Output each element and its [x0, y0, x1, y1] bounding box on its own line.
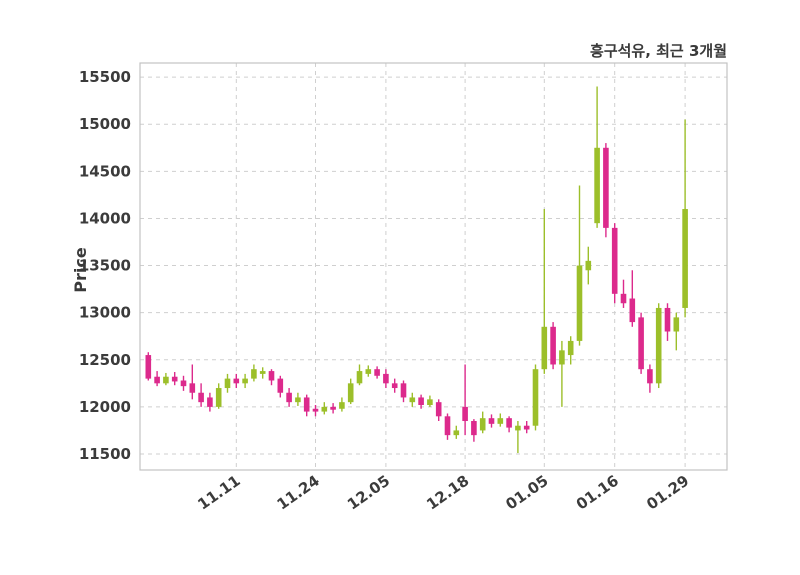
candle-body — [655, 307, 662, 384]
candle-body — [647, 369, 653, 384]
candle-body — [356, 371, 363, 384]
candle-body — [391, 383, 398, 389]
candle-body — [163, 376, 169, 384]
candle-body — [207, 397, 213, 407]
candle-body — [347, 383, 354, 403]
y-tick-label: 15500 — [79, 68, 131, 86]
candle-body — [523, 425, 530, 430]
candle-body — [154, 376, 160, 384]
candle-body — [339, 402, 345, 409]
candle-body — [506, 418, 512, 428]
candle-body — [303, 397, 310, 412]
x-tick-label: 12.18 — [423, 472, 472, 514]
candle-body — [435, 402, 442, 417]
plot-border — [139, 62, 728, 471]
candle-body — [559, 350, 565, 365]
candle-body — [471, 421, 477, 436]
candle-body — [611, 227, 618, 294]
x-tick-label: 12.05 — [344, 472, 393, 514]
candle-body — [479, 418, 486, 431]
x-tick-label: 01.16 — [573, 472, 622, 514]
candle-body — [321, 406, 328, 412]
candle-body — [295, 397, 301, 403]
candle-body — [224, 378, 231, 389]
candle-body — [383, 373, 389, 384]
candle-body — [312, 408, 319, 412]
candle-body — [576, 265, 583, 341]
x-tick-label: 01.29 — [643, 472, 692, 514]
candle-body — [488, 418, 495, 424]
y-tick-label: 13000 — [79, 304, 131, 322]
candle-body — [145, 355, 152, 379]
candle-body — [409, 397, 416, 403]
candle-body — [629, 298, 636, 323]
candle-body — [541, 326, 548, 370]
candle-body — [444, 416, 451, 436]
candle-body — [620, 293, 627, 304]
y-tick-label: 15000 — [79, 115, 131, 133]
candle-body — [567, 340, 574, 356]
candle-body — [453, 430, 460, 436]
candle-body — [418, 397, 424, 405]
candle-body — [189, 383, 196, 393]
y-tick-label: 14500 — [79, 162, 131, 180]
y-tick-label: 12000 — [79, 398, 131, 416]
candle-body — [215, 388, 222, 407]
y-tick-label: 13500 — [79, 257, 131, 275]
y-tick-label: 12500 — [79, 351, 131, 369]
candle-body — [532, 369, 539, 426]
candle-body — [638, 317, 644, 370]
candle-body — [268, 371, 275, 381]
candle-body — [251, 369, 257, 379]
candle-body — [400, 383, 407, 398]
candle-body — [198, 392, 204, 403]
y-tick-label: 14000 — [79, 209, 131, 227]
candle-body — [682, 209, 688, 308]
candle-body — [233, 378, 240, 384]
candle-body — [171, 376, 178, 382]
candle-body — [594, 147, 600, 224]
candle-body — [515, 425, 521, 431]
x-tick-label: 01.05 — [502, 472, 551, 514]
candle-body — [259, 371, 266, 374]
candle-body — [374, 369, 380, 376]
candle-body — [330, 406, 336, 410]
x-tick-label: 11.11 — [194, 472, 243, 514]
y-axis-label: Price — [71, 247, 90, 293]
candle-body — [427, 399, 433, 405]
candle-body — [673, 317, 680, 332]
candle-body — [180, 380, 187, 387]
candle-body — [286, 392, 292, 403]
candle-body — [277, 378, 284, 393]
candle-body — [603, 147, 609, 228]
candle-body — [664, 307, 671, 332]
candle-body — [497, 418, 504, 424]
candle-body — [242, 378, 248, 384]
candle-body — [462, 406, 468, 422]
y-tick-label: 11500 — [79, 445, 131, 463]
x-tick-label: 11.24 — [274, 472, 323, 514]
candle-body — [365, 369, 372, 374]
candle-body — [550, 326, 556, 365]
candle-body — [585, 260, 592, 271]
chart-title: 흥구석유, 최근 3개월 — [590, 42, 727, 60]
